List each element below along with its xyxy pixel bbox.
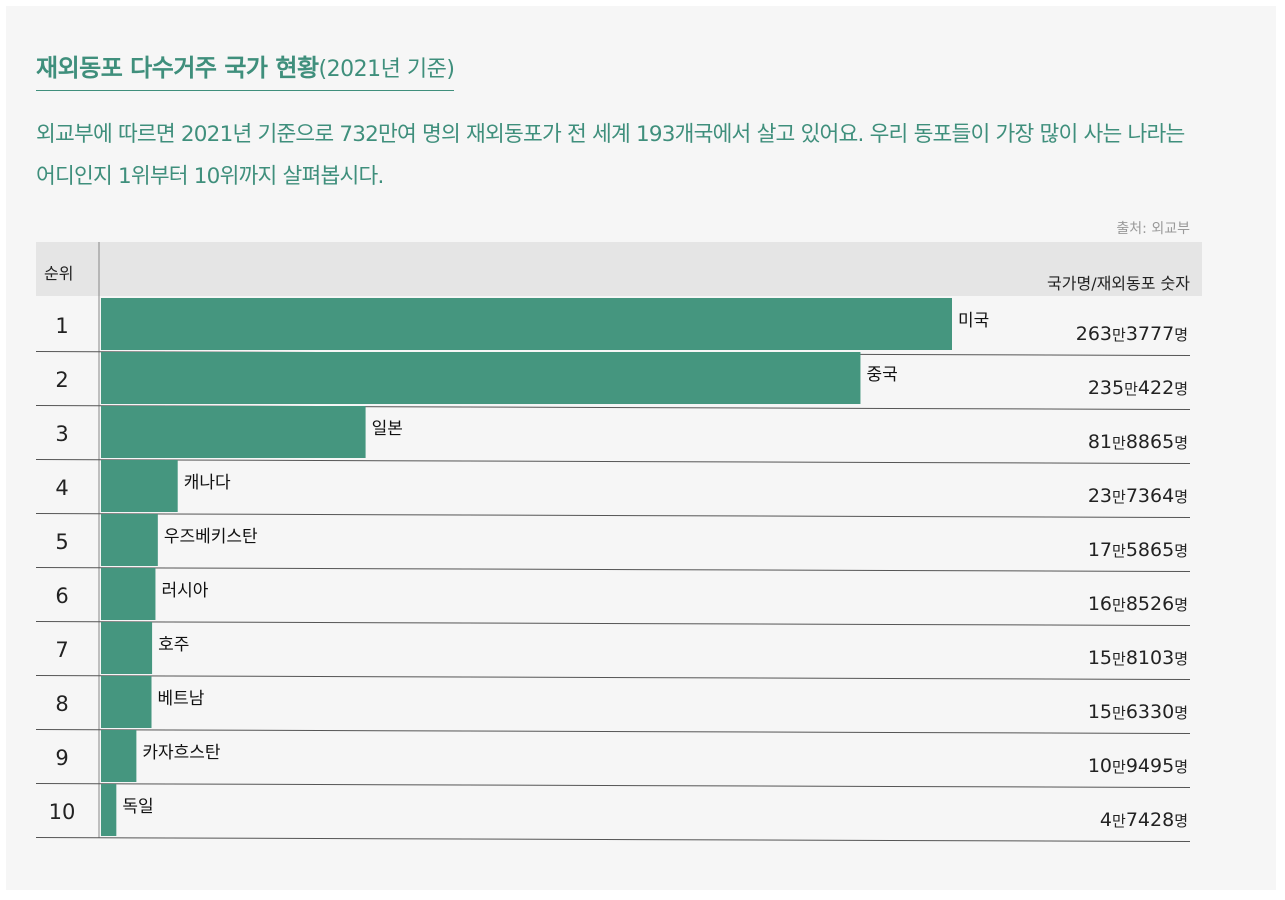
rank-label-5: 5 — [55, 530, 68, 554]
value-label-3: 81만8865명 — [1088, 431, 1188, 453]
row-divider-10 — [36, 838, 1190, 842]
country-label-2: 중국 — [866, 365, 897, 385]
row-divider-8 — [36, 730, 1190, 734]
bar-8 — [101, 676, 152, 728]
rank-label-10: 10 — [49, 800, 76, 824]
bar-6 — [101, 568, 155, 620]
rank-label-4: 4 — [55, 476, 68, 500]
value-label-6: 16만8526명 — [1088, 593, 1188, 615]
row-divider-5 — [36, 568, 1190, 572]
rank-label-7: 7 — [55, 638, 68, 662]
row-divider-4 — [36, 514, 1190, 518]
rank-label-1: 1 — [55, 314, 68, 338]
bar-7 — [101, 622, 152, 674]
rank-label-8: 8 — [55, 692, 68, 716]
row-divider-6 — [36, 622, 1190, 626]
value-label-7: 15만8103명 — [1088, 647, 1188, 669]
country-label-4: 캐나다 — [184, 473, 231, 493]
country-label-8: 베트남 — [158, 689, 205, 709]
value-label-1: 263만3777명 — [1076, 323, 1188, 345]
value-label-4: 23만7364명 — [1088, 485, 1188, 507]
value-label-9: 10만9495명 — [1088, 755, 1188, 777]
row-divider-3 — [36, 460, 1190, 464]
bar-5 — [101, 514, 158, 566]
rank-label-2: 2 — [55, 368, 68, 392]
bar-4 — [101, 460, 178, 512]
country-label-3: 일본 — [372, 419, 403, 439]
value-label-2: 235만422명 — [1088, 377, 1188, 399]
country-label-1: 미국 — [958, 311, 989, 331]
row-divider-9 — [36, 784, 1190, 788]
rank-label-3: 3 — [55, 422, 68, 446]
value-label-10: 4만7428명 — [1100, 809, 1188, 831]
bar-1 — [101, 298, 952, 350]
country-label-6: 러시아 — [161, 581, 208, 601]
country-label-5: 우즈베키스탄 — [164, 527, 258, 547]
rank-label-9: 9 — [55, 746, 68, 770]
bar-10 — [101, 784, 116, 836]
bar-3 — [101, 406, 366, 458]
country-label-10: 독일 — [122, 797, 153, 817]
bar-2 — [101, 352, 860, 404]
country-label-7: 호주 — [158, 635, 189, 655]
country-label-9: 카자흐스탄 — [142, 743, 221, 763]
rank-label-6: 6 — [55, 584, 68, 608]
row-divider-7 — [36, 676, 1190, 680]
value-label-8: 15만6330명 — [1088, 701, 1188, 723]
value-label-5: 17만5865명 — [1088, 539, 1188, 561]
bar-9 — [101, 730, 136, 782]
